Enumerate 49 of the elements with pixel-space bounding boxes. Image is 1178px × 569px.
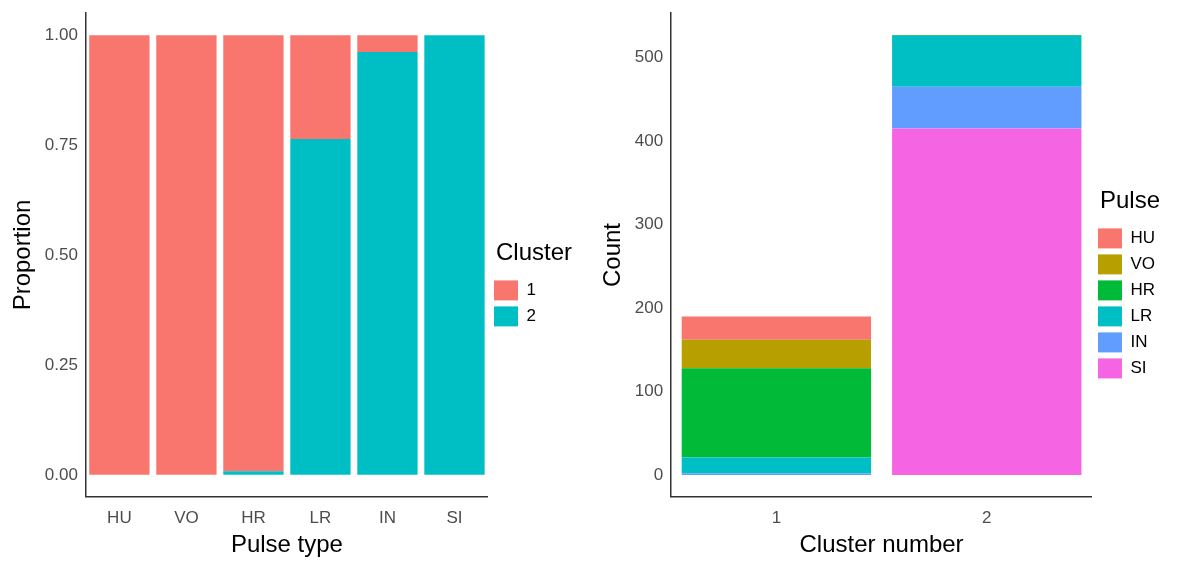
y-tick-label: 300 [634, 214, 664, 234]
legend-label: 2 [526, 306, 536, 326]
legend-label: HR [1130, 280, 1156, 300]
legend-label: IN [1130, 332, 1148, 352]
y-tick-label: 0.00 [44, 464, 78, 484]
legend-label: SI [1130, 358, 1147, 378]
legend-title: Pulse [1099, 186, 1161, 214]
x-tick-label: HR [241, 507, 266, 527]
bar [892, 35, 1082, 87]
y-tick-label: 0.50 [44, 244, 78, 264]
bar [290, 138, 351, 475]
legend-title: Cluster [495, 238, 573, 266]
x-tick-label: 2 [982, 507, 992, 527]
bar [424, 35, 485, 475]
bar [357, 51, 418, 475]
y-tick-label: 200 [634, 297, 664, 317]
bar [357, 35, 418, 52]
bar [89, 35, 150, 475]
bar [681, 316, 872, 340]
x-tick-label: LR [309, 507, 332, 527]
y-tick-label: 1.00 [44, 24, 78, 44]
legend-label: VO [1130, 254, 1156, 274]
y-axis-title: Count [598, 222, 626, 288]
y-tick-label: 100 [634, 381, 664, 401]
bar [223, 35, 284, 472]
y-tick-label: 0 [653, 464, 664, 484]
bar [290, 35, 351, 139]
x-tick-label: IN [378, 507, 396, 527]
x-tick-label: VO [174, 507, 199, 527]
x-tick-label: SI [446, 507, 463, 527]
y-tick-label: 400 [634, 130, 664, 150]
x-axis-title: Pulse type [230, 530, 343, 558]
bar [156, 35, 217, 475]
x-tick-label: 1 [771, 507, 782, 527]
y-tick-label: 0.25 [44, 354, 78, 374]
x-axis-title: Cluster number [799, 530, 964, 558]
bar [223, 471, 284, 475]
legend-label: 1 [526, 280, 536, 300]
bar [681, 368, 872, 458]
bar [681, 457, 872, 474]
y-tick-label: 0.75 [44, 134, 78, 154]
y-axis-title: Proportion [8, 199, 36, 311]
legend-label: HU [1130, 228, 1156, 248]
bar [681, 339, 872, 369]
bar [892, 128, 1082, 476]
x-tick-label: HU [107, 507, 132, 527]
legend-label: LR [1130, 306, 1153, 326]
y-tick-label: 500 [634, 47, 664, 67]
bar [892, 86, 1082, 129]
